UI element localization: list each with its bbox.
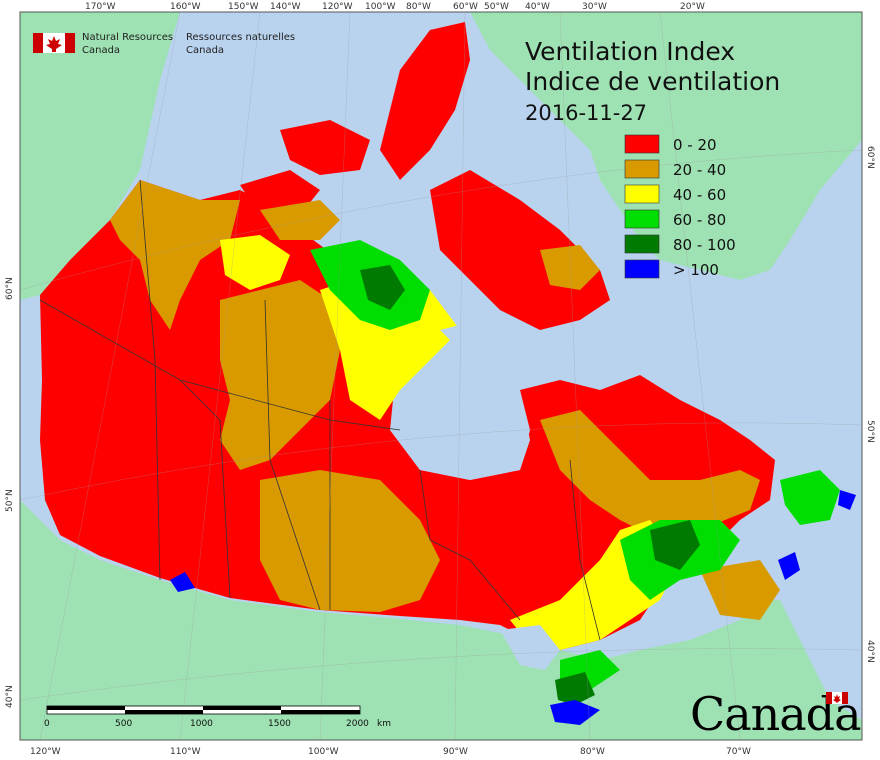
scale-label: 0 bbox=[44, 719, 50, 729]
legend-label: 40 - 60 bbox=[673, 186, 726, 204]
greenland bbox=[470, 12, 862, 280]
legend-label: 60 - 80 bbox=[673, 211, 726, 229]
right-tick: 50°N bbox=[865, 420, 875, 443]
scale-label: 2000 bbox=[346, 719, 369, 729]
scale-bar: 0 500 1000 1500 2000 km bbox=[44, 705, 391, 729]
map-title-en: Ventilation Index bbox=[525, 37, 735, 66]
left-tick: 60°N bbox=[5, 277, 15, 300]
top-tick: 170°W bbox=[85, 2, 116, 12]
legend-label: > 100 bbox=[673, 261, 719, 279]
index-zone-40-60-north bbox=[220, 235, 290, 290]
arctic-island-west bbox=[280, 120, 370, 175]
scale-label: 500 bbox=[115, 719, 132, 729]
canada-wordmark: Canada bbox=[690, 687, 862, 741]
top-tick: 30°W bbox=[582, 2, 607, 12]
index-zone-20-40-south bbox=[260, 470, 440, 612]
index-zone-80-100-east bbox=[650, 520, 700, 570]
legend-label: 80 - 100 bbox=[673, 236, 736, 254]
right-tick-labels: 60°N 50°N 40°N bbox=[865, 146, 875, 663]
bottom-tick: 110°W bbox=[170, 747, 201, 757]
great-lakes bbox=[500, 625, 560, 670]
map-date: 2016-11-27 bbox=[525, 101, 647, 125]
index-zone-over-100-bc bbox=[170, 572, 195, 592]
top-tick: 80°W bbox=[406, 2, 431, 12]
map-title-fr: Indice de ventilation bbox=[525, 67, 780, 96]
index-zone-over-100-nova-scotia bbox=[778, 552, 800, 580]
left-tick: 50°N bbox=[5, 489, 15, 512]
top-tick-labels: 170°W 160°W 150°W 140°W 120°W 100°W 80°W… bbox=[85, 2, 705, 12]
nrcan-signature: Natural Resources Canada Ressources natu… bbox=[33, 32, 295, 56]
top-tick: 150°W bbox=[228, 2, 259, 12]
top-tick: 120°W bbox=[322, 2, 353, 12]
org-fr-line1: Ressources naturelles bbox=[186, 32, 295, 43]
arctic-islands bbox=[380, 22, 470, 180]
index-zone-80-100-ontario bbox=[555, 672, 595, 705]
top-tick: 50°W bbox=[484, 2, 509, 12]
legend-swatch bbox=[624, 184, 660, 204]
index-zone-80-100-arctic bbox=[360, 265, 405, 310]
index-zone-20-40-arctic bbox=[260, 200, 340, 240]
index-zone-60-80-newfoundland bbox=[780, 470, 840, 525]
province-boundaries bbox=[39, 179, 601, 641]
org-fr-line2: Canada bbox=[186, 45, 224, 56]
bottom-tick: 100°W bbox=[308, 747, 339, 757]
org-en-line2: Canada bbox=[82, 45, 120, 56]
canada-landmass bbox=[40, 180, 775, 650]
bottom-tick-labels: 120°W 110°W 100°W 90°W 80°W 70°W bbox=[30, 747, 751, 757]
alaska bbox=[20, 12, 180, 300]
bottom-tick: 70°W bbox=[726, 747, 751, 757]
legend: 0 - 20 20 - 40 40 - 60 60 - 80 80 - 100 > 100 bbox=[624, 134, 736, 279]
index-zone-20-40-prairies bbox=[220, 280, 340, 470]
org-en-line1: Natural Resources bbox=[82, 32, 173, 43]
bottom-tick: 90°W bbox=[443, 747, 468, 757]
right-tick: 60°N bbox=[865, 146, 875, 169]
index-zone-over-100-ontario bbox=[550, 700, 600, 725]
bottom-tick: 80°W bbox=[580, 747, 605, 757]
legend-label: 0 - 20 bbox=[673, 136, 717, 154]
index-zone-20-40-east bbox=[540, 410, 760, 540]
canada-flag-icon bbox=[33, 33, 75, 53]
top-tick: 100°W bbox=[365, 2, 396, 12]
legend-swatch bbox=[624, 259, 660, 279]
graticule bbox=[19, 11, 863, 741]
top-tick: 40°W bbox=[525, 2, 550, 12]
index-zone-20-40-west bbox=[110, 180, 240, 330]
wordmark-flag-icon bbox=[826, 692, 848, 704]
hudson-bay bbox=[390, 380, 530, 480]
legend-label: 20 - 40 bbox=[673, 161, 726, 179]
top-tick: 160°W bbox=[170, 2, 201, 12]
scale-label: 1000 bbox=[190, 719, 213, 729]
bottom-tick: 120°W bbox=[30, 747, 61, 757]
legend-swatch bbox=[624, 134, 660, 154]
scale-unit: km bbox=[377, 719, 391, 729]
top-tick: 140°W bbox=[270, 2, 301, 12]
hudson-strait bbox=[440, 320, 530, 380]
baffin-island bbox=[430, 170, 610, 330]
index-zone-20-40-maritime bbox=[700, 560, 780, 620]
united-states bbox=[20, 500, 862, 740]
right-tick: 40°N bbox=[865, 640, 875, 663]
legend-swatch bbox=[624, 234, 660, 254]
index-zone-20-40-baffin bbox=[540, 245, 600, 290]
map-frame bbox=[19, 11, 863, 741]
scale-label: 1500 bbox=[268, 719, 291, 729]
legend-swatch bbox=[624, 209, 660, 229]
index-zone-over-100-newfoundland bbox=[838, 490, 856, 510]
legend-swatch bbox=[624, 159, 660, 179]
top-tick: 20°W bbox=[680, 2, 705, 12]
top-tick: 60°W bbox=[453, 2, 478, 12]
left-tick: 40°N bbox=[5, 685, 15, 708]
left-tick-labels: 60°N 50°N 40°N bbox=[5, 277, 15, 708]
